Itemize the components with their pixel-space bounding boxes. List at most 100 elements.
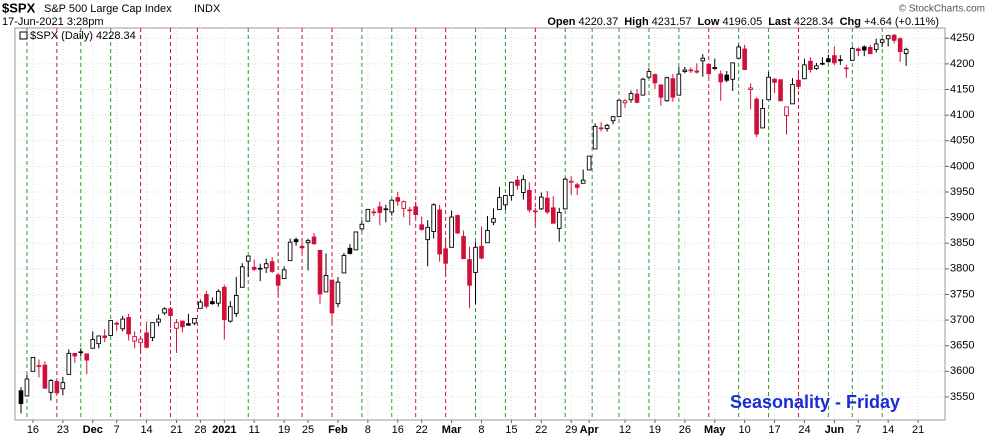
x-tick-label: Feb (328, 424, 348, 436)
y-tick-label: 3750 (950, 288, 974, 300)
candle-body (790, 83, 795, 105)
x-tick-label: 8 (478, 424, 484, 436)
candle-body (102, 335, 108, 338)
x-tick-label: 16 (27, 424, 39, 436)
y-tick-label: 4250 (950, 32, 974, 44)
candle-body (371, 211, 377, 214)
candle-body (694, 70, 700, 73)
candle-body (515, 179, 520, 186)
legend: $SPX (Daily) 4228.34 (30, 30, 136, 42)
candle-body (682, 69, 688, 73)
candle-body (60, 382, 66, 390)
x-tick-label: 23 (57, 424, 69, 436)
candle-body (885, 35, 891, 40)
candle-body (838, 59, 843, 62)
y-tick-label: 3700 (950, 314, 974, 326)
candle-body (233, 295, 239, 314)
annotation: Seasonality - Friday (730, 392, 900, 412)
quote: Open 4220.37 High 4231.57 Low 4196.05 Last 4228… (547, 16, 939, 28)
candle-body (461, 236, 466, 260)
candle-body (54, 381, 60, 394)
candle-body (347, 247, 353, 254)
candle-body (718, 73, 724, 83)
x-tick-label: 22 (535, 424, 547, 436)
x-tick-label: 16 (392, 424, 404, 436)
candle-body (335, 281, 341, 305)
candle-body (778, 79, 783, 102)
quote-label: Low (697, 16, 719, 28)
candle-body (855, 48, 861, 51)
candle-body (796, 79, 801, 87)
candle-body (18, 390, 24, 405)
candle-body (210, 301, 215, 305)
candle-body (449, 216, 454, 248)
candle-body (257, 267, 263, 270)
candle-body (742, 48, 747, 70)
candle-body (891, 34, 897, 41)
candle-body (407, 209, 413, 212)
candle-body (305, 240, 311, 244)
candle-body (479, 245, 484, 259)
y-tick-label: 3600 (950, 365, 974, 377)
candle-body (646, 71, 652, 78)
candle-body (30, 357, 36, 372)
candle-body (538, 196, 544, 210)
candle-body (688, 69, 694, 72)
candle-body (497, 197, 502, 210)
candle-body (311, 236, 317, 245)
y-tick-label: 3550 (950, 391, 974, 403)
x-tick-label: 7 (114, 424, 120, 436)
candle-body (550, 207, 556, 224)
y-tick-label: 3850 (950, 237, 974, 249)
candle-body (706, 63, 712, 75)
candle-body (849, 48, 855, 61)
candle-body (724, 74, 730, 81)
candle-body (580, 179, 586, 184)
candle-body (652, 74, 658, 84)
x-tick-label: 25 (302, 424, 314, 436)
candle-body (897, 38, 903, 53)
candle-body (353, 231, 359, 251)
candle-body (36, 365, 42, 367)
y-tick-label: 3800 (950, 263, 974, 275)
candle-body (168, 308, 173, 316)
candle-body (736, 46, 741, 59)
candle-body (634, 93, 640, 103)
candle-body (544, 197, 550, 213)
candle-body (90, 339, 96, 349)
timestamp: 17-Jun-2021 3:28pm (2, 16, 104, 28)
candle-body (341, 255, 347, 274)
x-tick-label: 22 (416, 424, 428, 436)
candle-body (275, 274, 281, 286)
candle-body (832, 55, 837, 64)
candle-body (473, 246, 478, 273)
candle-body (299, 245, 305, 249)
x-tick-label: 11 (249, 424, 260, 436)
x-tick-label: Jun (825, 424, 845, 436)
candle-body (574, 184, 580, 188)
x-tick-label: 2021 (212, 424, 236, 436)
quote-value: 4231.57 (652, 16, 692, 28)
candle-body (78, 351, 84, 354)
candle-body (293, 239, 299, 243)
candle-body (317, 249, 323, 295)
candle-body (521, 179, 526, 193)
candle-body (96, 335, 102, 345)
candle-body (72, 352, 78, 357)
candle-body (84, 353, 90, 361)
candle-body (772, 78, 777, 83)
candle-body (879, 39, 885, 43)
quote-value: 4228.34 (794, 16, 834, 28)
candle-body (586, 155, 592, 171)
candle-body (455, 215, 460, 234)
y-tick-label: 4050 (950, 135, 974, 147)
candle-body (748, 87, 753, 90)
quote-value: 4196.05 (722, 16, 762, 28)
x-tick-label: 10 (739, 424, 751, 436)
candle-body (867, 47, 873, 55)
x-tick-label: 15 (505, 424, 517, 436)
candle-body (204, 294, 209, 307)
candle-body (592, 125, 598, 150)
plot-frame (14, 27, 946, 421)
